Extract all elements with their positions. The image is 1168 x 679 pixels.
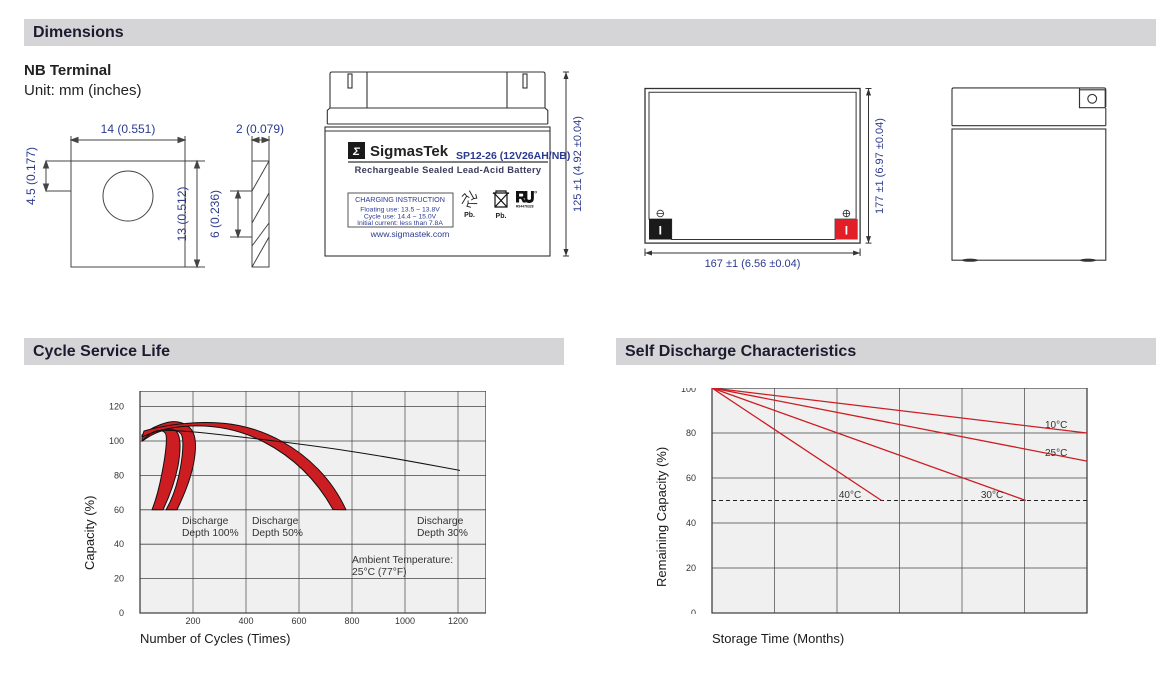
svg-text:13 (0.512): 13 (0.512): [175, 187, 189, 242]
svg-text:Ambient Temperature:: Ambient Temperature:: [352, 555, 453, 566]
svg-text:SigmasTek: SigmasTek: [370, 143, 449, 160]
svg-text:14 (0.551): 14 (0.551): [101, 122, 156, 136]
svg-text:Depth 50%: Depth 50%: [252, 528, 303, 539]
svg-text:60: 60: [686, 473, 696, 483]
svg-text:400: 400: [238, 616, 253, 626]
svg-text:Pb.: Pb.: [464, 212, 475, 219]
svg-text:CHARGING INSTRUCTION: CHARGING INSTRUCTION: [355, 195, 445, 204]
svg-text:20: 20: [114, 574, 124, 584]
svg-text:25°C: 25°C: [1045, 448, 1067, 459]
svg-text:20: 20: [686, 563, 696, 573]
svg-text:100: 100: [109, 436, 124, 446]
svg-text:I: I: [845, 224, 848, 238]
svg-text:SP12-26 (12V26AH/NB): SP12-26 (12V26AH/NB): [456, 150, 570, 162]
svg-text:167 ±1 (6.56 ±0.04): 167 ±1 (6.56 ±0.04): [705, 258, 801, 270]
svg-text:125 ±1 (4.92 ±0.04): 125 ±1 (4.92 ±0.04): [572, 116, 584, 212]
svg-text:60: 60: [114, 505, 124, 515]
svg-text:120: 120: [109, 402, 124, 412]
svg-text:Pb.: Pb.: [496, 213, 507, 220]
svg-text:R94476328: R94476328: [516, 205, 534, 209]
svg-text:www.sigmastek.com: www.sigmastek.com: [370, 229, 450, 239]
svg-text:Floating use: 13.5 ~ 13.8V: Floating use: 13.5 ~ 13.8V: [360, 207, 440, 214]
svg-text:80: 80: [686, 428, 696, 438]
svg-text:200: 200: [185, 616, 200, 626]
svg-text:30°C: 30°C: [981, 490, 1003, 501]
svg-text:40: 40: [114, 539, 124, 549]
svg-text:0: 0: [691, 608, 696, 614]
svg-text:Depth 30%: Depth 30%: [417, 528, 468, 539]
svg-text:Discharge: Discharge: [252, 516, 299, 527]
svg-text:1200: 1200: [448, 616, 468, 626]
svg-text:Depth 100%: Depth 100%: [182, 528, 239, 539]
svg-text:6 (0.236): 6 (0.236): [208, 190, 222, 238]
svg-text:Rechargeable Sealed Lead-Acid: Rechargeable Sealed Lead-Acid Battery: [355, 165, 542, 175]
svg-text:0: 0: [119, 608, 124, 618]
svg-text:4.5 (0.177): 4.5 (0.177): [24, 147, 38, 205]
svg-text:40°C: 40°C: [839, 490, 861, 501]
svg-text:Σ: Σ: [352, 146, 360, 158]
svg-text:25°C (77°F): 25°C (77°F): [352, 567, 407, 578]
svg-text:40: 40: [686, 518, 696, 528]
svg-text:Initial current: less than 7.8: Initial current: less than 7.8A: [357, 220, 443, 227]
svg-text:800: 800: [344, 616, 359, 626]
svg-text:2 (0.079): 2 (0.079): [236, 122, 284, 136]
svg-text:10°C: 10°C: [1045, 420, 1067, 431]
svg-text:80: 80: [114, 470, 124, 480]
svg-text:I: I: [659, 224, 662, 238]
svg-text:177 ±1 (6.97 ±0.04): 177 ±1 (6.97 ±0.04): [874, 118, 886, 214]
svg-text:Discharge: Discharge: [182, 516, 229, 527]
svg-text:600: 600: [291, 616, 306, 626]
svg-text:Discharge: Discharge: [417, 516, 464, 527]
svg-text:100: 100: [681, 388, 696, 394]
svg-text:1000: 1000: [395, 616, 415, 626]
